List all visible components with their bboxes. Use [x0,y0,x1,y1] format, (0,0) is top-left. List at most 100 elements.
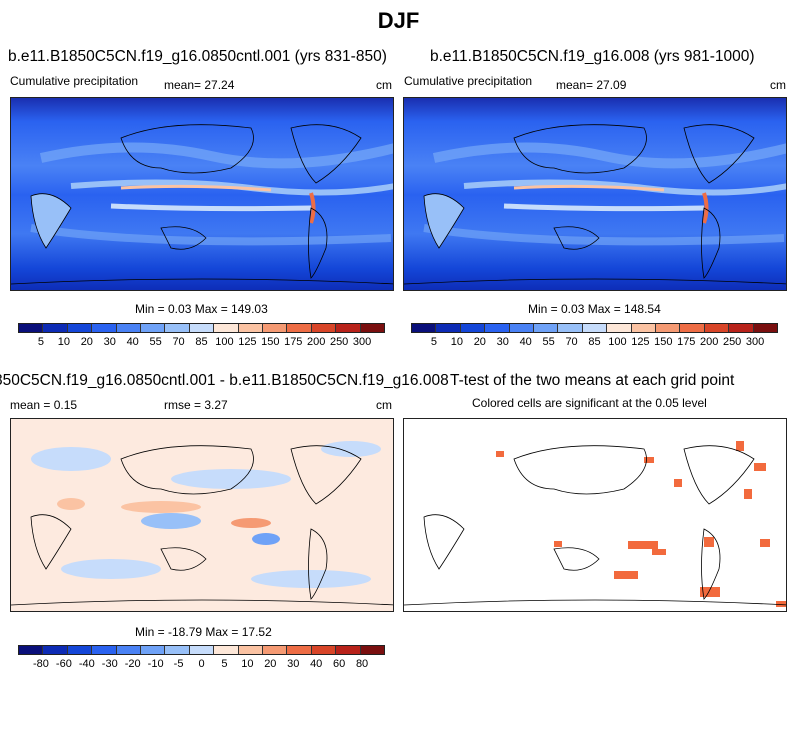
panel3-title: 850C5CN.f19_g16.0850cntl.001 - b.e11.B18… [0,372,452,390]
colorbar-swatch [214,646,239,654]
colorbar-tick-label: 100 [215,336,234,348]
colorbar-swatch [67,324,93,332]
colorbar-swatch [360,646,385,654]
panel1-units: cm [376,78,392,92]
colorbar-tick-label: 150 [654,336,673,348]
colorbar-swatch [92,646,117,654]
colorbar-tick-label: 250 [722,336,742,348]
colorbar-tick-label: 100 [608,336,627,348]
colorbar-swatch [656,324,681,332]
colorbar-tick-label: 40 [519,336,532,348]
colorbar-swatch [436,324,461,332]
colorbar-tick-label: 5 [221,658,228,670]
panel1-title: b.e11.B1850C5CN.f19_g16.0850cntl.001 (yr… [8,48,387,65]
colorbar-swatch [43,646,68,654]
colorbar-tick-label: 125 [631,336,650,348]
difference-colorbar-labels: -80 -60 -40 -30 -20 -10 -5 0 5 10 20 30 40 60 80 [18,658,385,672]
colorbar-tick-label: 5 [430,336,437,348]
panel2-units: cm [770,78,786,92]
colorbar-tick-label: 40 [310,658,323,670]
colorbar-swatch [189,324,215,332]
panel3-units: cm [376,398,392,412]
panel3-difference-map [10,418,394,612]
colorbar-swatch [534,324,559,332]
colorbar-swatch [116,324,142,332]
panel2-mean: mean= 27.09 [556,78,627,92]
panel4-title: T-test of the two means at each grid poi… [450,372,735,389]
colorbar-swatch [631,324,657,332]
colorbar-swatch [189,646,215,654]
colorbar-tick-label: -40 [78,658,95,670]
colorbar-swatch [336,324,361,332]
colorbar-tick-label: 0 [198,658,205,670]
panel4-ttest-map [403,418,787,612]
precip-colorbar-left [18,323,385,333]
colorbar-tick-label: 30 [103,336,116,348]
colorbar-tick-label: 175 [284,336,303,348]
colorbar-tick-label: 55 [542,336,555,348]
colorbar-swatch [753,324,778,332]
colorbar-tick-label: 10 [57,336,70,348]
colorbar-swatch [19,646,44,654]
colorbar-tick-label: 70 [172,336,185,348]
colorbar-swatch [680,324,705,332]
panel4-subtitle: Colored cells are significant at the 0.0… [472,396,707,410]
panel3-minmax: Min = -18.79 Max = 17.52 [135,625,272,639]
colorbar-tick-label: 85 [195,336,208,348]
colorbar-swatch [238,646,264,654]
colorbar-swatch [412,324,437,332]
colorbar-swatch [311,324,337,332]
panel2-title: b.e11.B1850C5CN.f19_g16.008 (yrs 981-100… [430,48,755,65]
colorbar-tick-label: 10 [450,336,463,348]
panel1-minmax: Min = 0.03 Max = 149.03 [135,302,268,316]
colorbar-swatch [287,646,312,654]
colorbar-swatch [67,646,93,654]
precip-colorbar-left-labels: 5 10 20 30 40 55 70 85 100 125 150 175 200 250 300 [18,336,385,350]
figure-title: DJF [377,8,420,33]
panel3-mean: mean = 0.15 [10,398,78,412]
colorbar-tick-label: 85 [588,336,601,348]
colorbar-swatch [485,324,510,332]
colorbar-swatch [582,324,608,332]
panel2-precip-map [403,97,787,291]
colorbar-swatch [165,324,190,332]
colorbar-swatch [558,324,583,332]
colorbar-swatch [141,646,166,654]
panel2-minmax: Min = 0.03 Max = 148.54 [528,302,661,316]
colorbar-tick-label: 30 [287,658,300,670]
colorbar-tick-label: -5 [173,658,184,670]
colorbar-swatch [287,324,312,332]
colorbar-tick-label: -10 [147,658,164,670]
colorbar-tick-label: 125 [238,336,257,348]
colorbar-tick-label: 20 [80,336,93,348]
colorbar-tick-label: 20 [264,658,277,670]
colorbar-tick-label: 250 [329,336,349,348]
colorbar-tick-label: 55 [149,336,162,348]
colorbar-tick-label: -20 [124,658,141,670]
panel3-rmse: rmse = 3.27 [164,398,228,412]
colorbar-tick-label: 300 [352,336,372,348]
precip-colorbar-right-labels: 5 10 20 30 40 55 70 85 100 125 150 175 200 250 300 [411,336,778,350]
colorbar-swatch [336,646,361,654]
colorbar-tick-label: -30 [101,658,118,670]
colorbar-swatch [704,324,730,332]
colorbar-tick-label: 150 [261,336,280,348]
colorbar-swatch [311,646,337,654]
colorbar-swatch [263,324,288,332]
colorbar-swatch [214,324,239,332]
panel1-variable-label: Cumulative precipitation [10,74,139,88]
panel3-title-text: 850C5CN.f19_g16.0850cntl.001 - b.e11.B18… [0,372,449,389]
colorbar-swatch [263,646,288,654]
colorbar-tick-label: 20 [473,336,486,348]
colorbar-tick-label: 300 [745,336,765,348]
colorbar-swatch [92,324,117,332]
colorbar-swatch [43,324,68,332]
colorbar-tick-label: 10 [241,658,254,670]
colorbar-tick-label: 200 [700,336,719,348]
colorbar-swatch [19,324,44,332]
panel1-mean: mean= 27.24 [164,78,235,92]
colorbar-tick-label: 70 [565,336,578,348]
difference-colorbar [18,645,385,655]
panel1-precip-map [10,97,394,291]
colorbar-swatch [165,646,190,654]
